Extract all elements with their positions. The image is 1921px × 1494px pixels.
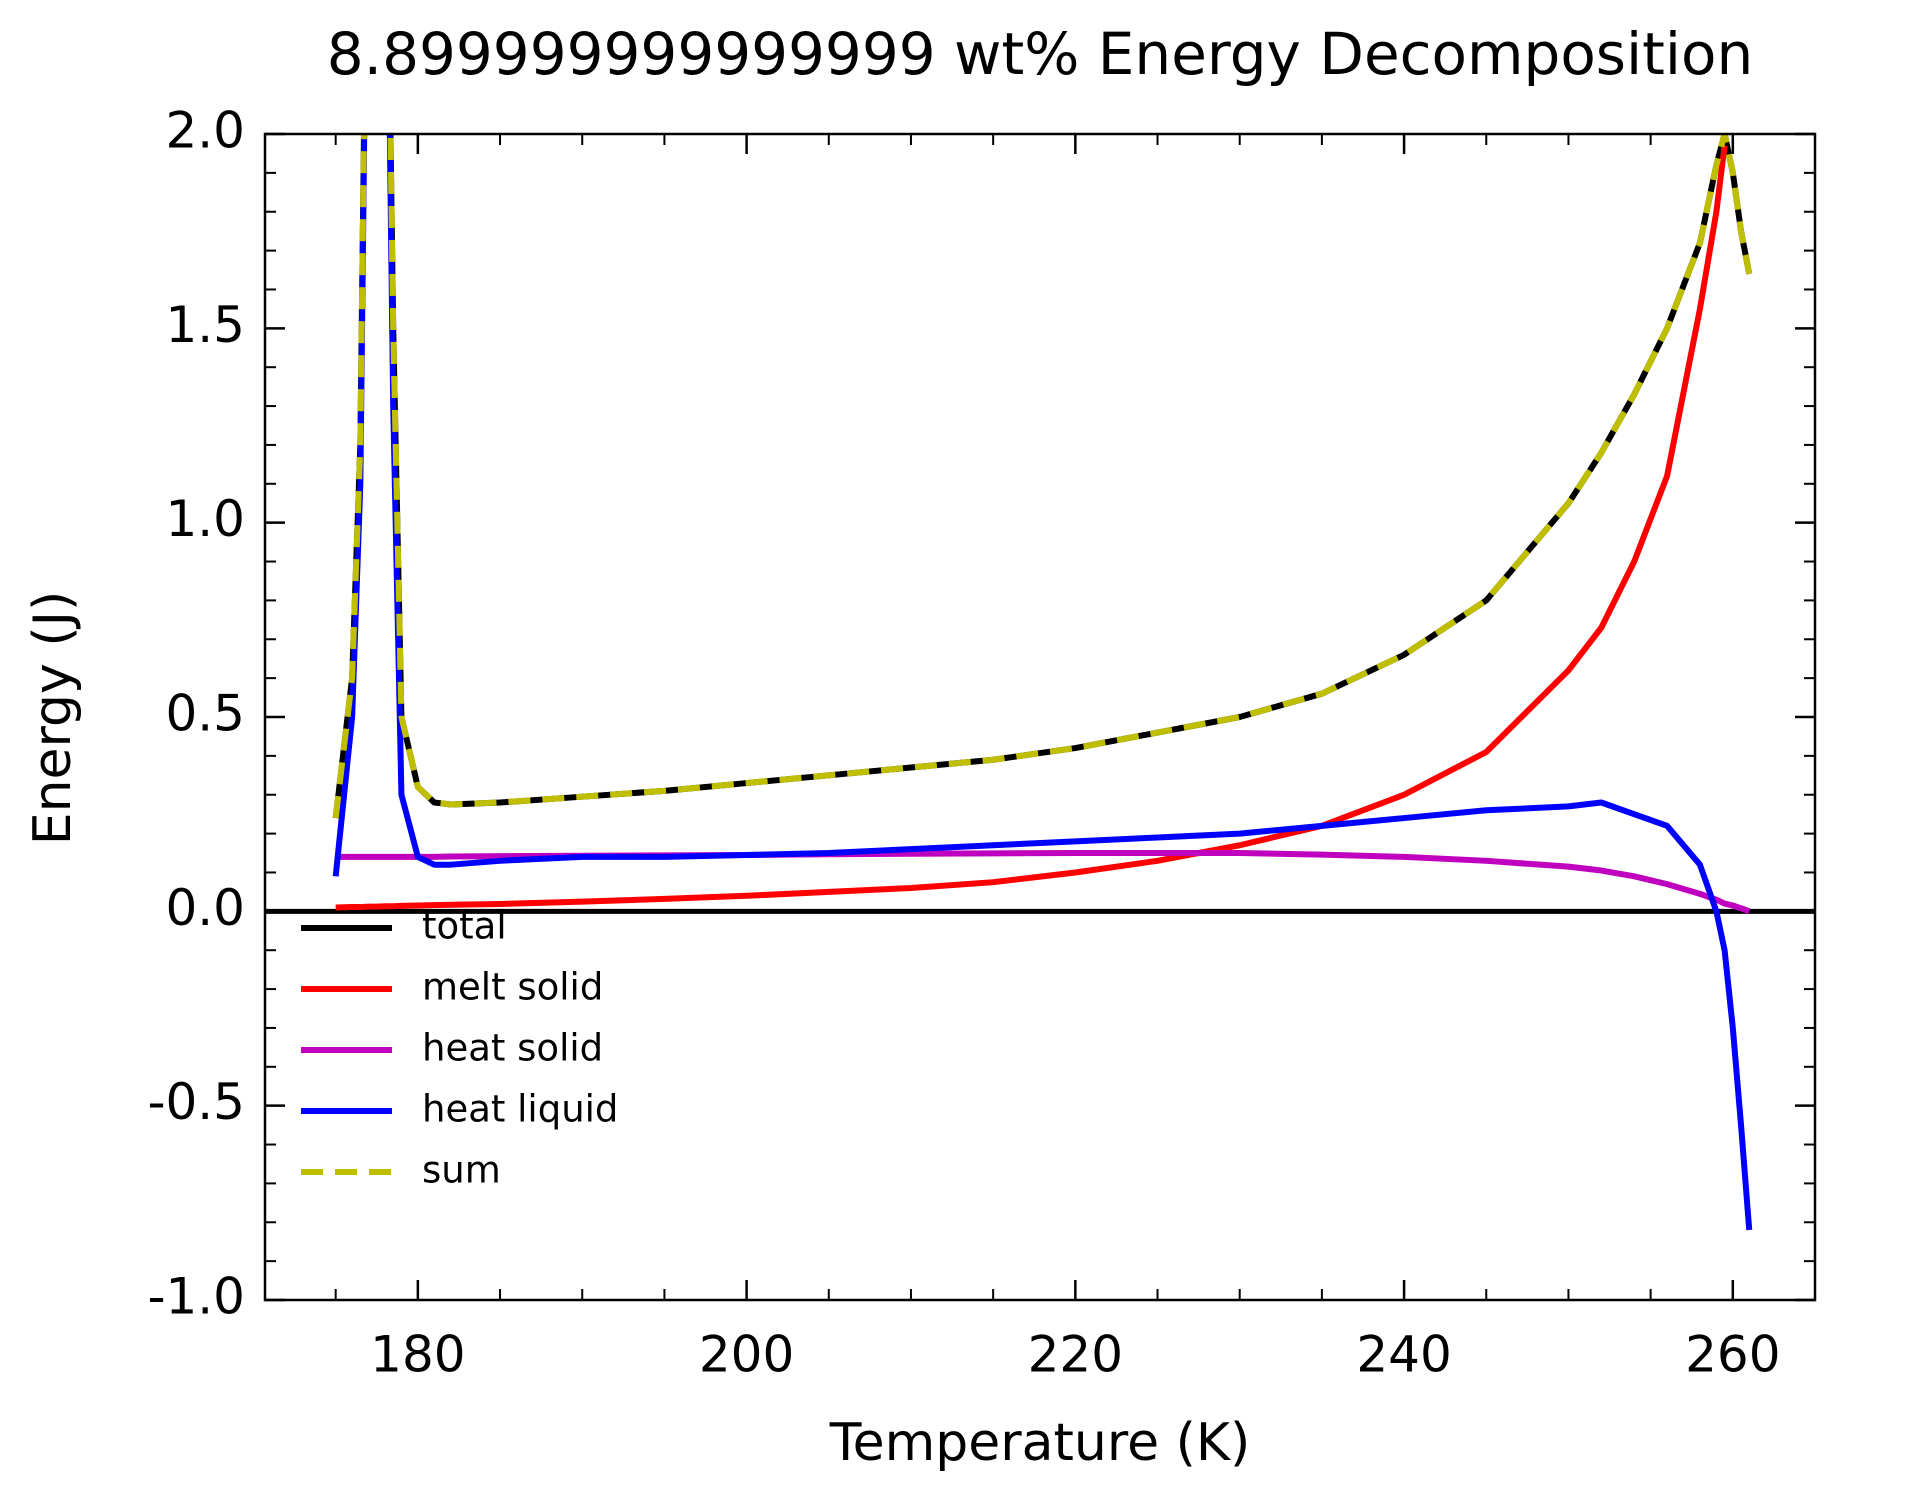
y-axis-label: Energy (J) bbox=[23, 591, 83, 846]
x-tick-label: 200 bbox=[699, 1326, 794, 1384]
y-tick-label: 0.5 bbox=[165, 685, 245, 743]
series-line bbox=[335, 145, 1728, 911]
y-tick-label: 2.0 bbox=[165, 102, 245, 160]
y-tick-label: 1.0 bbox=[165, 490, 245, 548]
x-tick-label: 220 bbox=[1028, 1326, 1123, 1384]
series-line bbox=[335, 850, 1751, 915]
legend-label: heat liquid bbox=[422, 1088, 618, 1131]
plot-area bbox=[332, 134, 1753, 1231]
y-tick-label: -1.0 bbox=[147, 1268, 245, 1326]
series-line bbox=[332, 134, 1753, 819]
x-tick-label: 240 bbox=[1356, 1326, 1451, 1384]
series-line bbox=[332, 134, 1753, 1231]
plot-frame bbox=[263, 132, 1817, 1302]
y-tick-label: -0.5 bbox=[147, 1073, 245, 1131]
y-tick-label: 0.0 bbox=[165, 879, 245, 937]
legend-label: sum bbox=[422, 1149, 501, 1192]
series-line bbox=[332, 134, 1753, 819]
legend-label: total bbox=[422, 905, 507, 948]
y-tick-label: 1.5 bbox=[165, 296, 245, 354]
x-tick-label: 260 bbox=[1685, 1326, 1780, 1384]
x-axis-label: Temperature (K) bbox=[829, 1413, 1251, 1473]
legend-label: heat solid bbox=[422, 1027, 603, 1070]
chart-title: 8.899999999999999 wt% Energy Decompositi… bbox=[327, 20, 1753, 88]
x-tick-label: 180 bbox=[370, 1326, 465, 1384]
legend-label: melt solid bbox=[422, 966, 603, 1009]
